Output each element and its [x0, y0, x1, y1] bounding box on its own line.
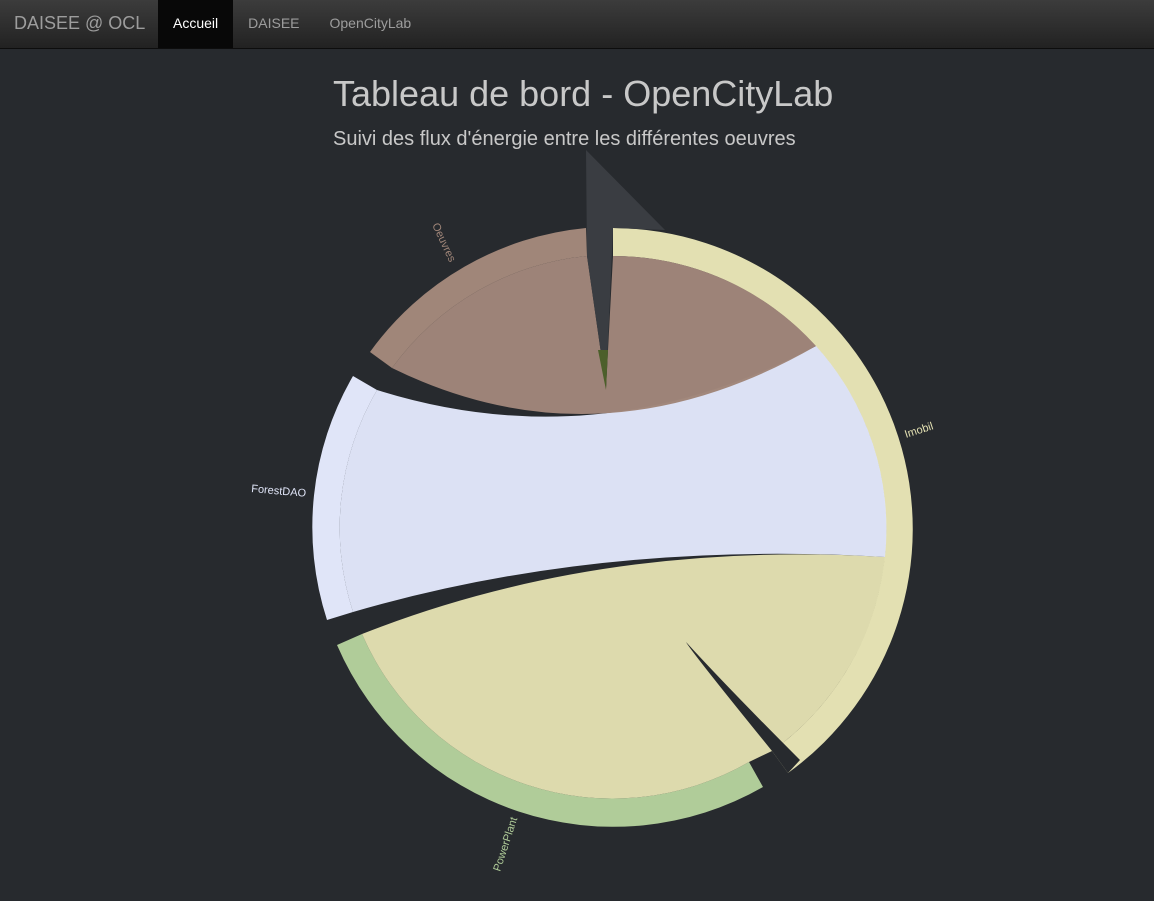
group-arc-forestdao[interactable] [312, 376, 377, 620]
group-label-imobil: Imobil [903, 420, 935, 440]
chord-imobil-powerplant[interactable] [362, 554, 885, 799]
group-label-oeuvres: Oeuvres [429, 221, 458, 264]
page-subtitle: Suivi des flux d'énergie entre les diffé… [333, 128, 796, 150]
chord-small[interactable] [598, 350, 608, 390]
chord-gap [686, 642, 800, 773]
chord-forestdao-imobil[interactable] [339, 346, 887, 612]
chord-oeuvres-imobil[interactable] [392, 255, 816, 415]
brand-link[interactable]: DAISEE @ OCL [14, 13, 146, 33]
nav-menu: Accueil DAISEE OpenCityLab [158, 0, 426, 48]
page-title: Tableau de bord - OpenCityLab [333, 73, 834, 114]
chord-highlight [586, 150, 665, 388]
nav-item-opencitylab[interactable]: OpenCityLab [329, 15, 412, 31]
group-arc-imobil[interactable] [613, 228, 913, 773]
nav-item-accueil[interactable]: Accueil [158, 0, 234, 48]
group-arc-oeuvres[interactable] [370, 228, 587, 368]
nav-item-daisee[interactable]: DAISEE [248, 15, 300, 31]
group-label-forestdao: ForestDAO [251, 483, 307, 500]
group-label-powerplant: PowerPlant [491, 816, 520, 873]
group-arc-powerplant[interactable] [337, 634, 763, 827]
top-navbar: DAISEE @ OCL Accueil DAISEE OpenCityLab [0, 0, 1154, 49]
